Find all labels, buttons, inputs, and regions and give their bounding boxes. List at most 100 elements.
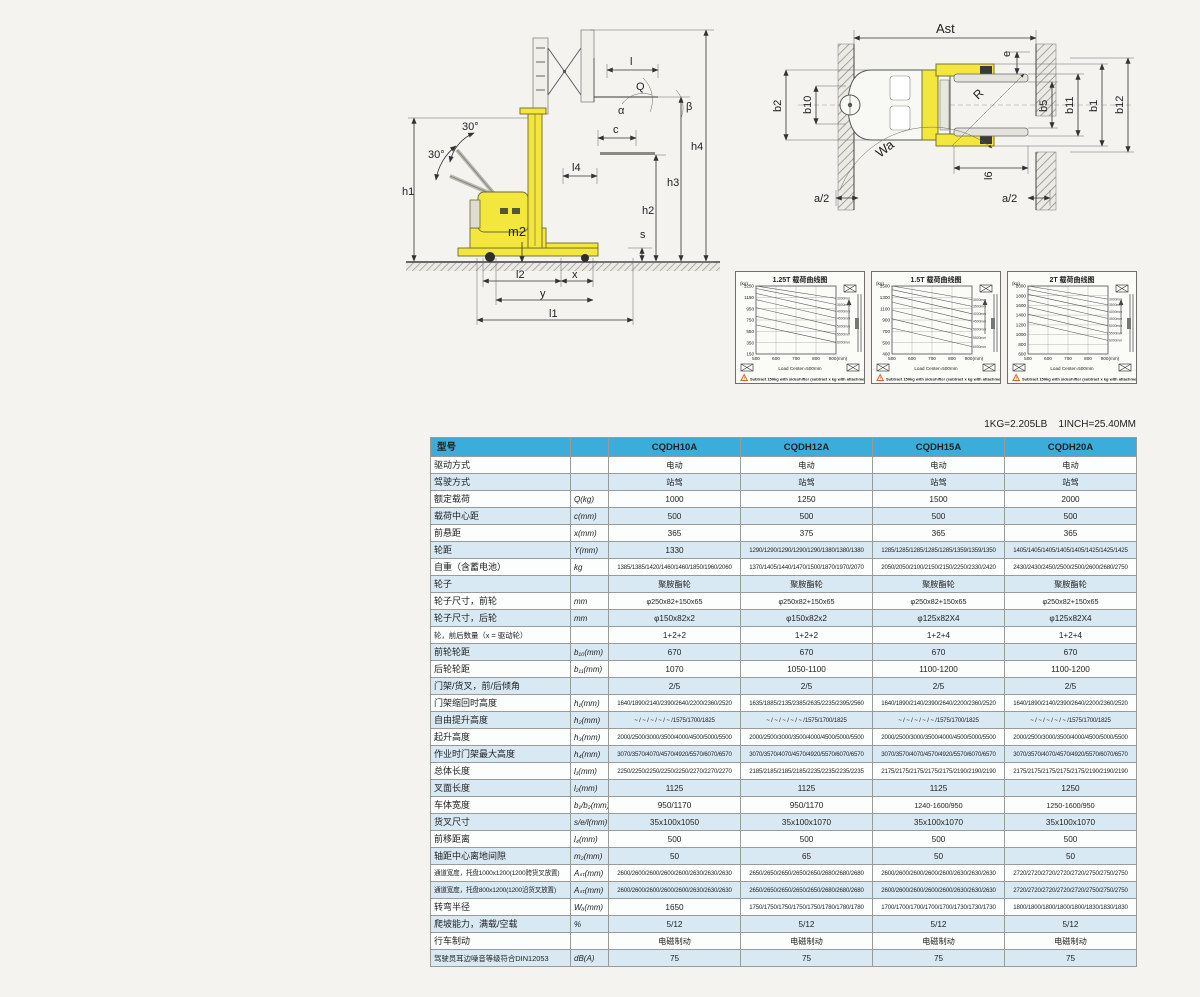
row-value: φ150x82x2	[608, 609, 741, 627]
row-value: 950/1170	[608, 796, 741, 814]
row-unit: m₂(mm)	[570, 847, 609, 865]
dim-label-l6: l6	[983, 171, 995, 180]
row-value: 站驾	[872, 473, 1005, 491]
row-value: 2000	[1004, 490, 1137, 508]
table-header-row: 型号 CQDH10A CQDH12A CQDH15A CQDH20A	[430, 437, 1137, 457]
dim-label-h1: h1	[402, 186, 414, 198]
dim-label-e: e	[1001, 51, 1013, 57]
svg-text:900: 900	[882, 318, 890, 323]
row-unit	[570, 575, 609, 593]
load-chart-1-25t: 1.25T 载荷曲线图 (kg) 1250 1150 950 750 550 350 150 50…	[735, 271, 870, 384]
svg-text:900(mm): 900(mm)	[1101, 356, 1120, 361]
row-value: 站驾	[608, 473, 741, 491]
row-value: 1700/1700/1700/1700/1700/1730/1730/1730	[872, 898, 1005, 916]
row-unit: Q(kg)	[570, 490, 609, 508]
row-label: 门架缩回时高度	[430, 694, 571, 712]
dim-label-ast: Ast	[936, 21, 955, 36]
row-unit: h₄(mm)	[570, 745, 609, 763]
row-label: 作业时门架最大高度	[430, 745, 571, 763]
row-label: 叉面长度	[430, 779, 571, 797]
svg-text:4000mm: 4000mm	[837, 310, 850, 314]
row-label: 轮，前后数量（x = 驱动轮）	[430, 626, 571, 644]
pallet-icon	[982, 363, 996, 372]
row-unit: Aₛₜ(mm)	[570, 881, 609, 899]
unit-conversion-note: 1KG=2.205LB 1INCH=25.40MM	[984, 419, 1136, 430]
svg-text:350: 350	[746, 340, 754, 345]
svg-text:500: 500	[882, 340, 890, 345]
svg-text:600: 600	[1018, 352, 1026, 357]
row-unit: h₁(mm)	[570, 694, 609, 712]
svg-text:3000mm: 3000mm	[1109, 297, 1122, 301]
svg-text:3500mm: 3500mm	[973, 305, 986, 309]
row-label: 轴距中心离地间隙	[430, 847, 571, 865]
ground	[406, 261, 720, 271]
table-row: 驾驶方式 站驾 站驾 站驾 站驾	[430, 473, 1137, 491]
row-unit	[570, 456, 609, 474]
row-label: 自由提升高度	[430, 711, 571, 729]
svg-text:800: 800	[948, 356, 956, 361]
row-value: 1635/1885/2135/2385/2635/2235/2395/2560	[740, 694, 873, 712]
row-value: 1650	[608, 898, 741, 916]
row-value: 2720/2720/2720/2720/2720/2750/2750/2750	[1004, 864, 1137, 882]
row-value: 2/5	[608, 677, 741, 695]
row-label: 转弯半径	[430, 898, 571, 916]
row-value: 1640/1890/2140/2390/2640/2200/2360/2520	[872, 694, 1005, 712]
dim-label-a2-left: a/2	[814, 193, 829, 205]
pallet-icon	[1012, 363, 1026, 372]
svg-text:1000: 1000	[1016, 332, 1027, 337]
side-view-diagram: h1 30° 30° m2 l2 x y l1 l4 c l Q α β s h…	[402, 29, 720, 325]
row-value: 1290/1290/1290/1290/1290/1380/1380/1380	[740, 541, 873, 559]
svg-text:1250: 1250	[744, 284, 755, 289]
table-row: 总体长度 l₁(mm) 2250/2250/2250/2250/2250/2270/…	[430, 762, 1137, 780]
row-label: 轮距	[430, 541, 571, 559]
row-value: 500	[1004, 830, 1137, 848]
row-label: 载荷中心距	[430, 507, 571, 525]
row-label: 通道宽度，托盘800x1200(1200沿货叉放置)	[430, 881, 571, 899]
row-value: 1250	[740, 490, 873, 508]
dim-label-h4: h4	[691, 141, 703, 153]
svg-text:6000mm: 6000mm	[1109, 339, 1122, 343]
row-value: 35x100x1070	[1004, 813, 1137, 831]
row-unit	[570, 626, 609, 644]
table-row: 车体宽度 b₁/b₂(mm) 950/1170 950/1170 1240-1600/9…	[430, 796, 1137, 814]
row-value: 670	[608, 643, 741, 661]
row-value: 75	[1004, 949, 1137, 967]
row-unit	[570, 473, 609, 491]
row-label: 驾驶方式	[430, 473, 571, 491]
svg-text:950: 950	[746, 306, 754, 311]
row-label: 轮子尺寸，后轮	[430, 609, 571, 627]
row-value: 1+2+4	[872, 626, 1005, 644]
row-value: 2175/2175/2175/2175/2175/2190/2190/2190	[1004, 762, 1137, 780]
row-value: ~ / ~ / ~ / ~ / ~ /1575/1700/1825	[1004, 711, 1137, 729]
load-chart-2t: 2T 载荷曲线图 (kg) 2000 1800 1600 1400 1200 1000 800 6…	[1007, 271, 1142, 384]
table-row: 后轮轮距 b₁₁(mm) 1070 1050-1100 1100-1200 1100-12…	[430, 660, 1137, 678]
row-value: 1370/1405/1440/1470/1500/1870/1970/2070	[740, 558, 873, 576]
table-row: 起升高度 h₃(mm) 2000/2500/3000/3500/4000/4500/…	[430, 728, 1137, 746]
row-value: 1405/1405/1405/1405/1405/1425/1425/1425	[1004, 541, 1137, 559]
row-value: 50	[608, 847, 741, 865]
row-label: 车体宽度	[430, 796, 571, 814]
row-label: 前悬距	[430, 524, 571, 542]
svg-text:500: 500	[752, 356, 760, 361]
row-value: 2250/2250/2250/2250/2250/2270/2270/2270	[608, 762, 741, 780]
table-row: 作业时门架最大高度 h₄(mm) 3070/3570/4070/4570/4920/…	[430, 745, 1137, 763]
row-value: 2/5	[872, 677, 1005, 695]
svg-text:5500mm: 5500mm	[837, 333, 850, 337]
table-row: 自重（含蓄电池） kg 1385/1385/1420/1460/1460/1850/…	[430, 558, 1137, 576]
row-unit: h₃(mm)	[570, 728, 609, 746]
row-value: 2/5	[740, 677, 873, 695]
row-value: 2000/2500/3000/3500/4000/4500/5000/5500	[872, 728, 1005, 746]
dim-label-r: R	[970, 86, 986, 102]
row-value: 1385/1385/1420/1460/1460/1850/1960/2060	[608, 558, 741, 576]
row-unit: %	[570, 915, 609, 933]
dim-label-c: c	[613, 124, 619, 136]
row-value: 2600/2600/2600/2600/2600/2630/2630/2630	[872, 864, 1005, 882]
svg-text:600: 600	[1044, 356, 1052, 361]
svg-text:1800: 1800	[1016, 293, 1027, 298]
row-value: 电磁制动	[1004, 932, 1137, 950]
row-value: 500	[740, 507, 873, 525]
row-value: ~ / ~ / ~ / ~ / ~ /1575/1700/1825	[740, 711, 873, 729]
row-value: 2000/2500/3000/3500/4000/4500/5000/5500	[608, 728, 741, 746]
svg-text:1200: 1200	[1016, 323, 1027, 328]
chart-title: 1.25T 载荷曲线图	[773, 275, 828, 284]
